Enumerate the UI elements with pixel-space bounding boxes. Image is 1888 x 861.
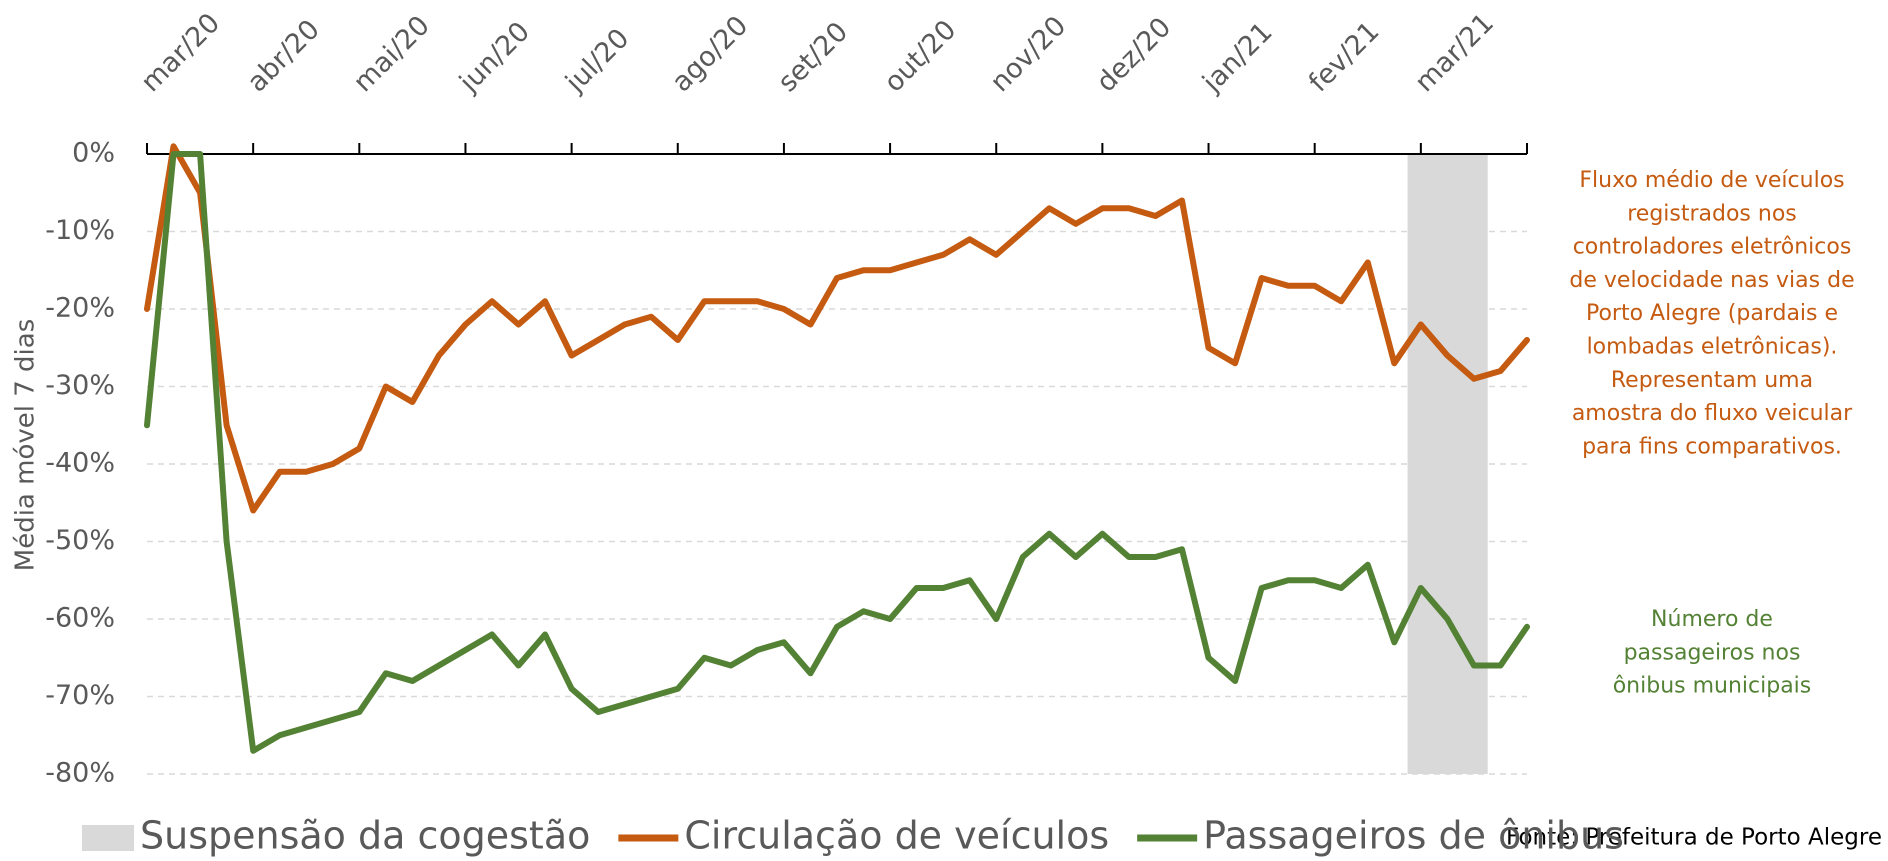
y-tick-label: -50% (45, 525, 115, 556)
y-tick-label: -60% (45, 603, 115, 634)
annotation: de velocidade nas vias de (1569, 268, 1854, 293)
y-tick-label: -80% (45, 758, 115, 789)
annotation: para fins comparativos. (1582, 434, 1842, 459)
x-tick-label: mar/21 (1409, 7, 1500, 98)
x-tick-label: ago/20 (666, 10, 754, 98)
shade-bar (1407, 154, 1435, 774)
annotation: amostra do fluxo veicular (1572, 401, 1853, 426)
annotation: Representam uma (1611, 368, 1813, 393)
y-tick-label: -70% (45, 680, 115, 711)
y-tick-label: -40% (45, 448, 115, 479)
annotation: lombadas eletrônicas). (1587, 335, 1838, 360)
source: Fonte: Prefeitura de Porto Alegre (1506, 825, 1882, 851)
x-tick-label: out/20 (878, 14, 962, 98)
x-tick-label: jun/20 (453, 16, 536, 99)
legend-label: Passageiros de ônibus (1203, 814, 1624, 858)
annotation: passageiros nos (1624, 640, 1801, 665)
x-tick-label: nov/20 (985, 11, 1073, 99)
x-tick-label: mar/20 (135, 7, 226, 98)
series-line (144, 151, 1530, 754)
y-tick-label: 0% (72, 138, 115, 169)
annotation: Fluxo médio de veículos (1579, 168, 1844, 193)
x-tick-label: set/20 (772, 16, 854, 98)
legend-label: Circulação de veículos (684, 814, 1109, 858)
x-tick-label: dez/20 (1091, 12, 1178, 99)
legend-label: Suspensão da cogestão (140, 814, 590, 858)
annotation: registrados nos (1627, 201, 1797, 226)
x-tick-label: jul/20 (559, 23, 635, 99)
y-axis-label: Média móvel 7 dias (11, 319, 41, 571)
y-tick-label: -30% (45, 370, 115, 401)
x-tick-label: fev/21 (1303, 16, 1385, 98)
annotation: Número de (1651, 607, 1773, 632)
annotation: ônibus municipais (1613, 674, 1812, 699)
annotation: Porto Alegre (pardais e (1586, 301, 1838, 326)
x-tick-label: mai/20 (348, 10, 436, 98)
x-tick-label: abr/20 (241, 14, 325, 98)
series-line (144, 143, 1530, 514)
y-tick-label: -10% (45, 215, 115, 246)
y-tick-label: -20% (45, 293, 115, 324)
x-tick-label: jan/21 (1196, 16, 1278, 98)
annotation: controladores eletrônicos (1573, 235, 1852, 260)
legend-swatch (82, 825, 134, 851)
